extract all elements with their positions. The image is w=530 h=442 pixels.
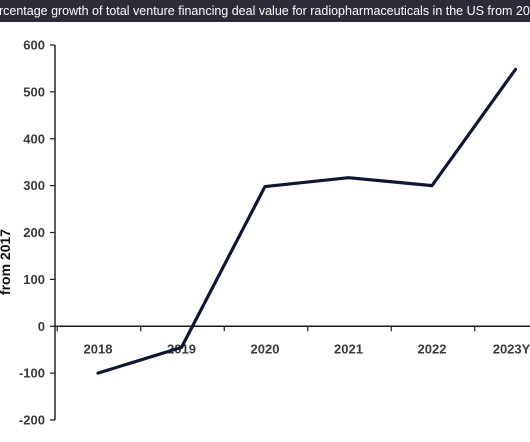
data-point	[263, 185, 267, 188]
y-tick-label: 600	[23, 38, 45, 53]
y-tick-label: -200	[19, 413, 45, 428]
y-axis-label: from 2017	[0, 229, 13, 295]
data-point	[514, 68, 517, 71]
y-tick-label: 100	[23, 272, 45, 287]
data-point	[347, 176, 350, 179]
y-tick-label: 0	[38, 319, 45, 334]
y-tick-label: -100	[19, 366, 45, 381]
x-axis: 201820192020202120222023YT	[55, 325, 530, 356]
y-tick-label: 500	[23, 84, 45, 99]
series-line	[96, 67, 518, 375]
y-tick-label: 200	[23, 225, 45, 240]
chart-title: ercentage growth of total venture financ…	[0, 0, 530, 22]
x-tick-label: 2023YT	[493, 341, 530, 356]
x-tick-label: 2022	[418, 341, 447, 356]
y-tick-label: 400	[23, 131, 45, 146]
x-tick-label: 2018	[84, 341, 113, 356]
y-tick-label: 300	[23, 178, 45, 193]
data-point	[96, 371, 100, 375]
data-point	[180, 346, 183, 349]
x-tick-label: 2021	[334, 341, 363, 356]
data-point	[430, 184, 434, 187]
y-axis: 600 500 400 300 200 100 0 -100 -200	[19, 38, 56, 428]
series-group	[96, 67, 518, 375]
x-tick-label: 2020	[251, 341, 280, 356]
